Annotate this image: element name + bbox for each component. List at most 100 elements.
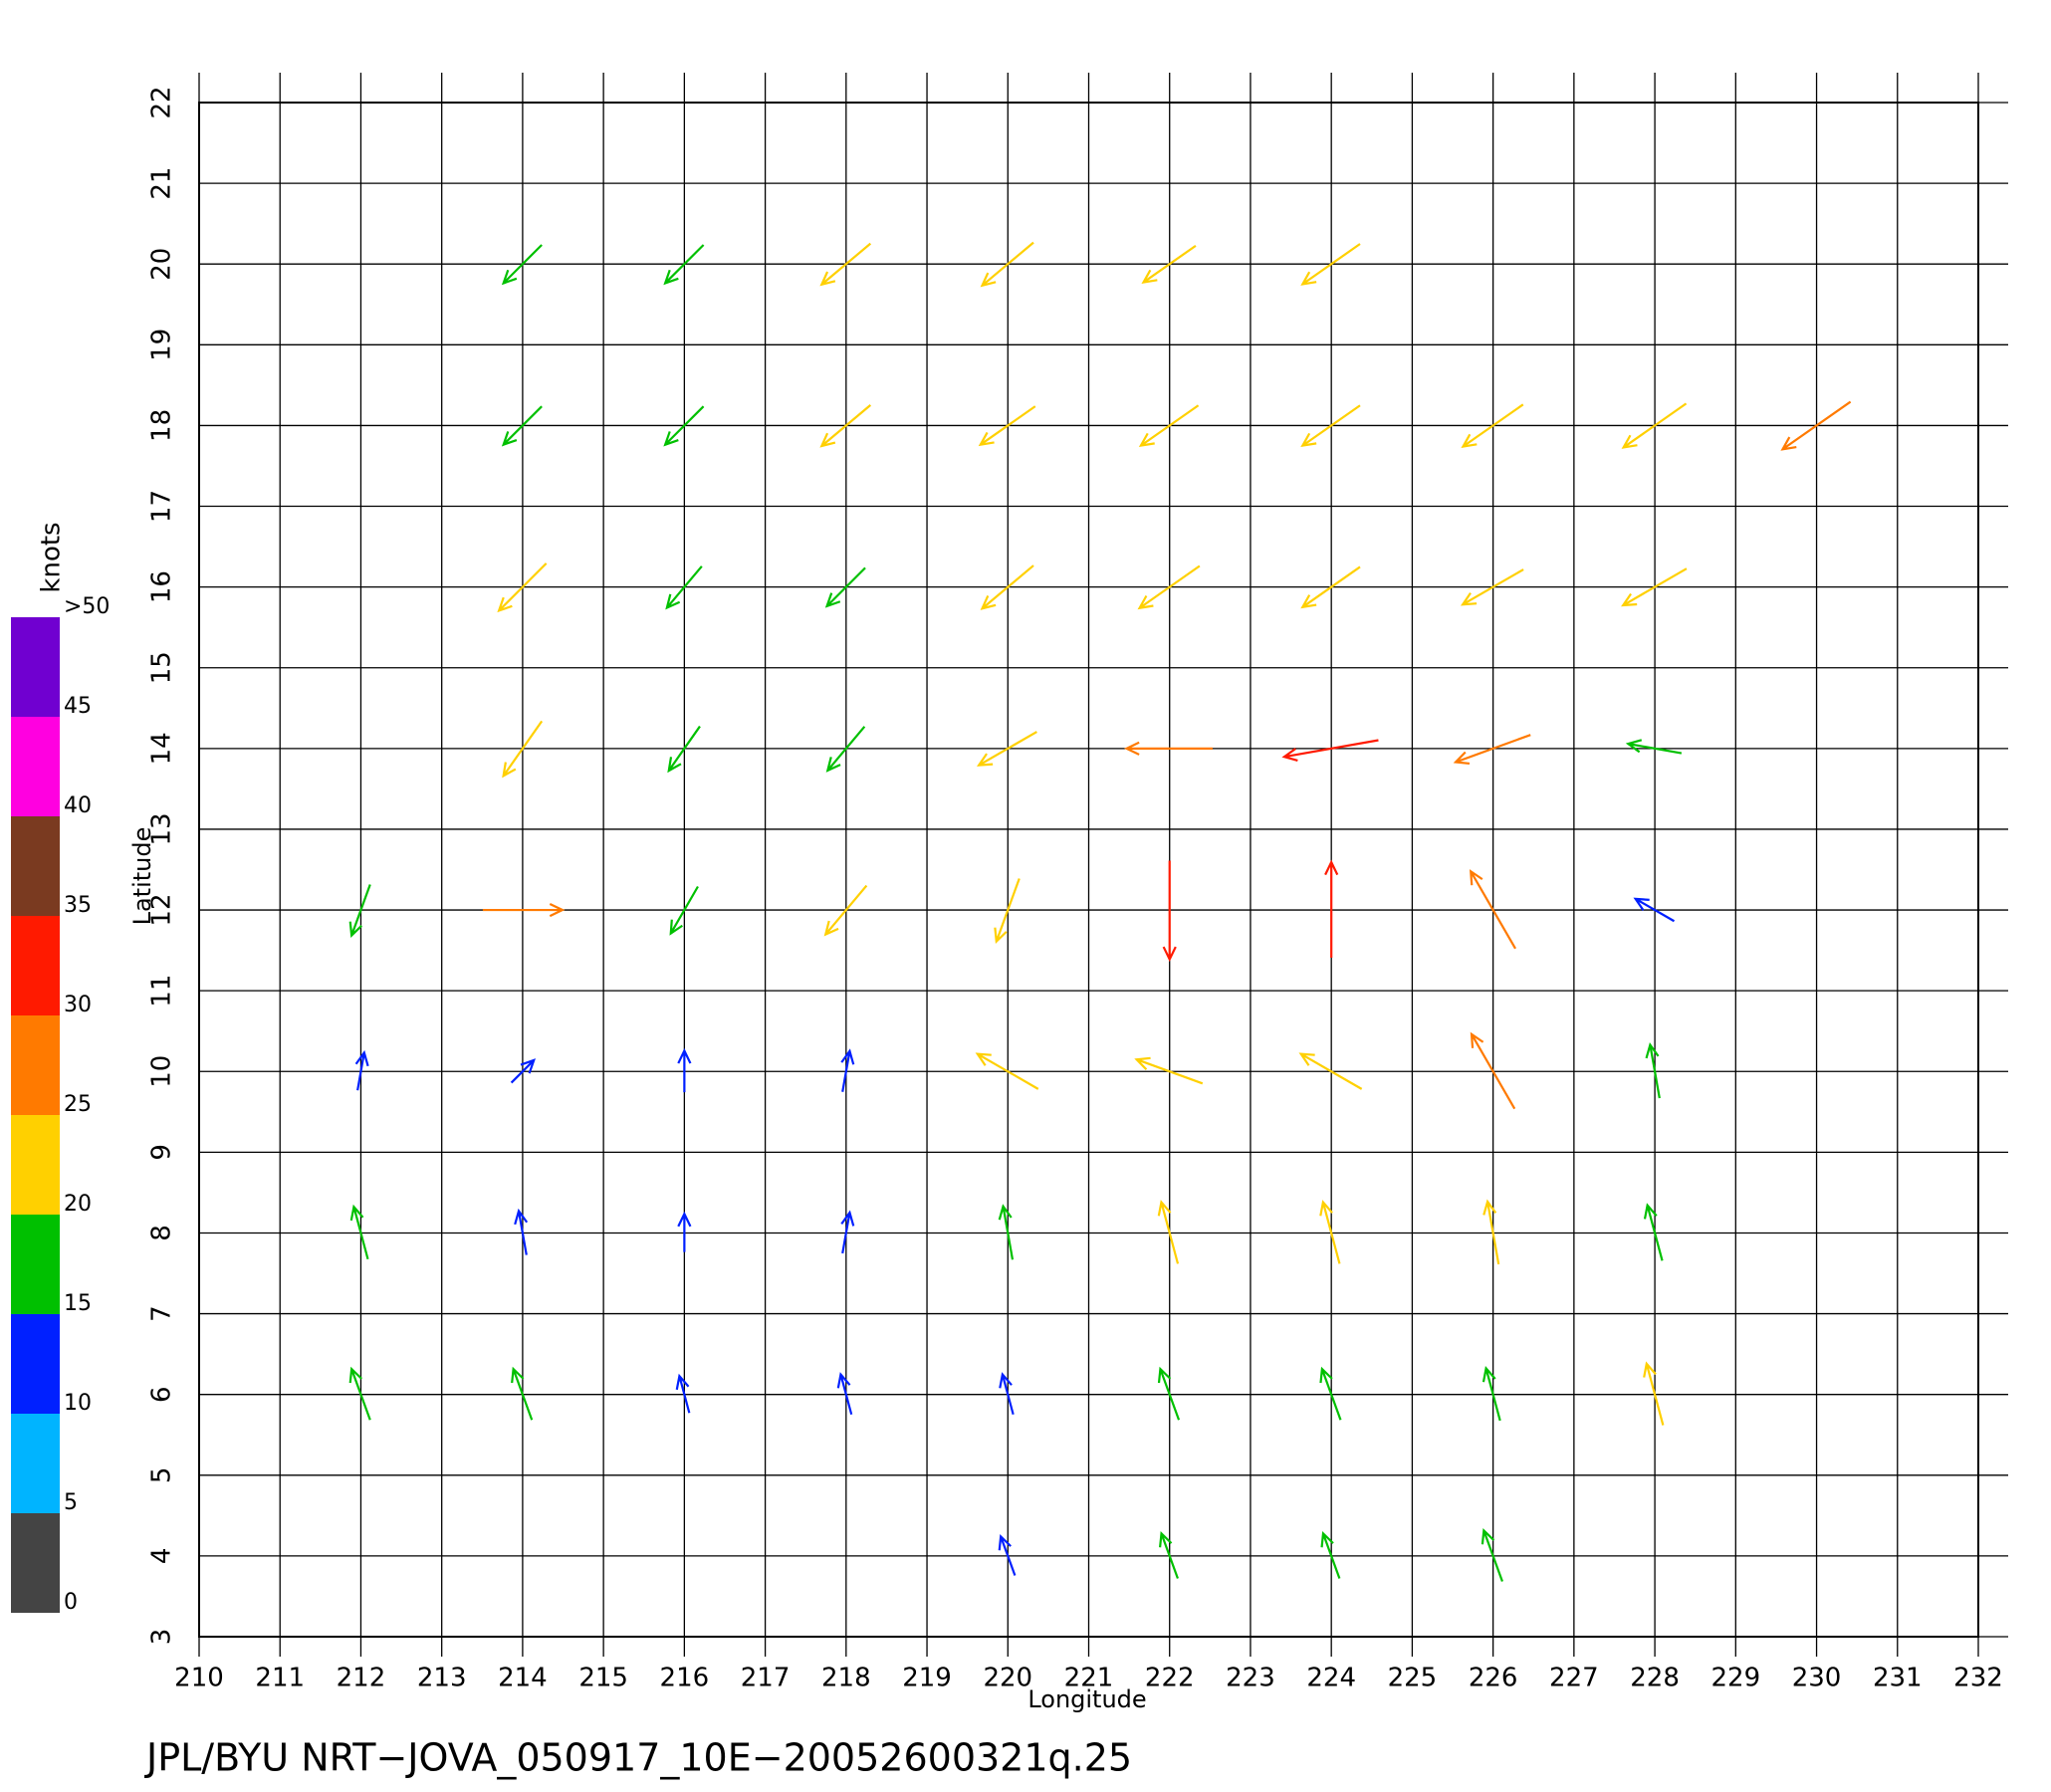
colorbar-tick-label: 0	[64, 1590, 78, 1615]
wind-vector	[1298, 1052, 1363, 1090]
wind-vector	[1643, 1203, 1664, 1261]
wind-vector	[1159, 1530, 1179, 1579]
y-tick-label: 9	[147, 1144, 177, 1161]
x-tick-label: 217	[741, 1664, 791, 1693]
x-tick-label: 227	[1549, 1664, 1599, 1693]
wind-vector	[1124, 741, 1213, 756]
wind-vector	[998, 1204, 1015, 1260]
colorbar-segment	[11, 916, 60, 1015]
x-tick-label: 211	[255, 1664, 305, 1693]
footer: JPL/BYU NRT−JOVA_050917_10E−20052600321q…	[144, 1736, 1132, 1780]
colorbar-segment	[11, 1115, 60, 1215]
wind-vector	[665, 565, 703, 610]
wind-vector	[1633, 897, 1676, 923]
wind-vector	[348, 884, 371, 938]
wind-vector	[1134, 1056, 1204, 1085]
colorbar-tick-label: 10	[64, 1391, 92, 1416]
y-tick-label: 15	[147, 651, 177, 684]
y-axis-label: Latitude	[128, 827, 156, 926]
y-tick-label: 19	[147, 329, 177, 361]
wind-vector	[1481, 1527, 1503, 1582]
x-tick-label: 210	[174, 1664, 224, 1693]
wind-vector	[1625, 739, 1683, 755]
wind-vector	[980, 241, 1034, 288]
wind-vector	[482, 902, 566, 918]
colorbar-tick-label: 5	[64, 1490, 78, 1515]
wind-vector	[677, 1047, 692, 1093]
x-tick-label: 223	[1226, 1664, 1275, 1693]
wind-vector	[497, 562, 548, 613]
colorbar-tick-label: 20	[64, 1192, 92, 1217]
wind-vector	[1320, 1530, 1341, 1579]
x-tick-label: 224	[1306, 1664, 1356, 1693]
wind-vector	[1461, 403, 1524, 448]
x-tick-label: 218	[821, 1664, 871, 1693]
x-tick-label: 212	[337, 1664, 386, 1693]
wind-vector	[1643, 1361, 1665, 1426]
x-tick-label: 214	[498, 1664, 548, 1693]
wind-vector	[1460, 568, 1524, 606]
colorbar-segment	[11, 816, 60, 916]
wind-vector	[501, 405, 543, 447]
wind-vector	[1324, 859, 1339, 959]
wind-vector	[1621, 402, 1688, 449]
colorbar-segment	[11, 1215, 60, 1314]
wind-vector	[675, 1373, 691, 1414]
x-tick-label: 220	[983, 1664, 1032, 1693]
wind-vector	[1300, 404, 1361, 448]
wind-vector	[663, 244, 705, 286]
y-tick-label: 12	[147, 894, 177, 927]
wind-vector	[1780, 400, 1852, 451]
wind-vector	[349, 1204, 369, 1260]
x-tick-label: 219	[902, 1664, 952, 1693]
y-tick-label: 22	[147, 86, 177, 118]
wind-vector	[819, 242, 872, 287]
wind-vector	[510, 1058, 537, 1084]
wind-vector	[502, 720, 544, 779]
y-tick-label: 10	[147, 1055, 177, 1088]
wind-vector	[514, 1208, 529, 1255]
y-tick-label: 17	[147, 490, 177, 523]
wind-vector	[669, 885, 699, 936]
wind-vector	[1453, 734, 1531, 766]
y-tick-label: 3	[147, 1629, 177, 1646]
wind-vector	[348, 1366, 371, 1421]
colorbar-tick-label: 40	[64, 793, 92, 818]
wind-vector	[1162, 860, 1177, 963]
colorbar-segment	[11, 717, 60, 816]
x-tick-label: 232	[1953, 1664, 2003, 1693]
y-tick-label: 6	[147, 1386, 177, 1403]
wind-vector	[677, 1211, 692, 1252]
y-tick-label: 16	[147, 570, 177, 603]
colorbar-tick-label: 45	[64, 694, 92, 719]
y-tick-label: 21	[147, 167, 177, 200]
x-tick-label: 228	[1630, 1664, 1680, 1693]
x-tick-label: 230	[1792, 1664, 1842, 1693]
y-tick-label: 14	[147, 732, 177, 765]
wind-vector	[511, 1366, 534, 1421]
y-tick-label: 13	[147, 812, 177, 845]
colorbar-segment	[11, 1314, 60, 1414]
wind-vector	[999, 1372, 1015, 1416]
wind-vector	[980, 564, 1034, 610]
wind-vector	[975, 1052, 1039, 1090]
x-axis-label: Longitude	[1027, 1685, 1146, 1713]
wind-vector	[1621, 567, 1688, 607]
x-tick-label: 222	[1145, 1664, 1195, 1693]
y-tick-label: 7	[147, 1305, 177, 1322]
colorbar-tick-label: 15	[64, 1291, 92, 1316]
wind-vector	[354, 1049, 369, 1091]
colorbar-segment	[11, 1015, 60, 1115]
wind-vector	[978, 405, 1036, 447]
colorbar-tick-label: 35	[64, 893, 92, 918]
wind-vector	[667, 725, 701, 774]
wind-vector	[998, 1533, 1017, 1576]
y-tick-label: 8	[147, 1225, 177, 1241]
wind-vector	[1470, 1031, 1516, 1110]
colorbar-tick-label: 25	[64, 1092, 92, 1117]
x-tick-label: 229	[1710, 1664, 1760, 1693]
wind-vector	[1319, 1366, 1342, 1421]
x-tick-label: 215	[578, 1664, 628, 1693]
wind-vector	[1482, 1199, 1500, 1265]
x-tick-label: 216	[660, 1664, 710, 1693]
